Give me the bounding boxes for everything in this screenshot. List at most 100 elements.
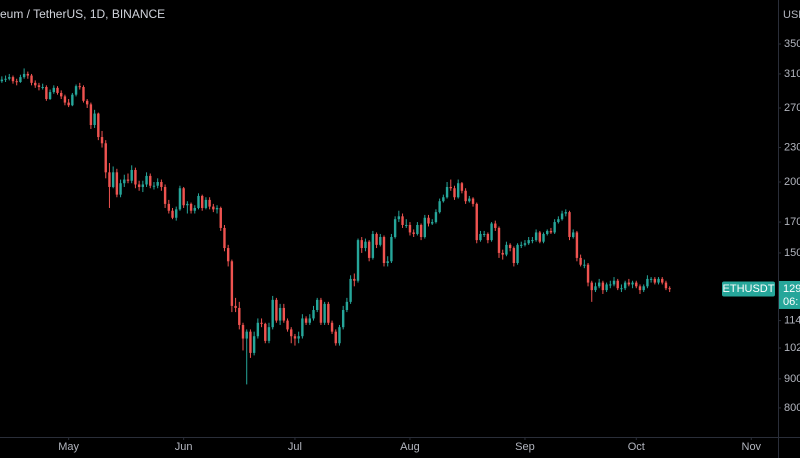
y-tick-label: 800 <box>784 402 800 414</box>
candle-body <box>341 310 345 328</box>
candle-body <box>456 183 460 198</box>
last-price-label: 129 <box>783 283 800 295</box>
candle-body <box>494 223 497 228</box>
candle-body <box>501 252 504 255</box>
candle-body <box>282 307 286 321</box>
x-tick-label: Oct <box>628 441 645 453</box>
candle-body <box>642 286 645 291</box>
candle-body <box>41 87 44 89</box>
candle-body <box>390 237 393 262</box>
candle-body <box>230 261 234 306</box>
candle-body <box>445 186 449 198</box>
candle-body <box>30 75 33 83</box>
candle-body <box>534 232 538 241</box>
candle-body <box>431 222 434 224</box>
candle-body <box>364 241 367 249</box>
candle-body <box>145 175 148 185</box>
candle-body <box>115 172 119 195</box>
candle-body <box>60 92 63 97</box>
candle-body <box>583 264 586 266</box>
candle-body <box>34 82 37 86</box>
candle-body <box>137 184 141 187</box>
candle-body <box>37 85 41 88</box>
candle-body <box>520 244 523 246</box>
candle-body <box>304 318 308 323</box>
candle-body <box>327 303 330 323</box>
candle-body <box>505 244 508 255</box>
candle-body <box>408 224 412 233</box>
candle-body <box>453 188 456 198</box>
candle-body <box>371 233 375 258</box>
candle-body <box>316 299 319 311</box>
x-tick-label: Aug <box>400 441 420 453</box>
candle-body <box>149 175 152 186</box>
candle-body <box>353 278 356 281</box>
candle-body <box>516 244 519 263</box>
y-tick-label: 1020 <box>784 342 800 354</box>
candle-body <box>160 181 163 187</box>
candle-body <box>412 232 415 234</box>
candle-body <box>67 102 70 106</box>
candle-body <box>609 284 612 286</box>
candle-body <box>163 186 167 204</box>
candle-body <box>464 190 467 202</box>
candle-body <box>93 113 96 126</box>
candle-body <box>189 203 193 211</box>
candle-body <box>664 282 668 289</box>
candle-body <box>97 113 100 138</box>
candle-body <box>438 201 441 213</box>
candle-body <box>319 299 323 323</box>
candle-body <box>564 212 567 214</box>
candle-body <box>568 212 571 238</box>
candle-body <box>15 81 18 83</box>
candle-body <box>293 336 297 339</box>
currency-label: USD <box>783 9 800 21</box>
candle-body <box>594 286 597 291</box>
candle-body <box>508 244 512 249</box>
candle-body <box>571 232 575 238</box>
candle-body <box>586 264 590 283</box>
candle-body <box>290 329 293 337</box>
candle-body <box>56 87 59 93</box>
candle-body <box>22 73 26 78</box>
candle-body <box>416 224 419 234</box>
candle-body <box>130 169 133 181</box>
candle-body <box>264 323 267 341</box>
last-price-badge <box>779 280 800 309</box>
candle-body <box>193 207 196 211</box>
plot-area <box>0 68 671 385</box>
candle-body <box>200 195 204 208</box>
y-tick-label: 2000 <box>784 176 800 188</box>
candle-body <box>260 322 263 324</box>
y-tick-label: 2300 <box>784 141 800 153</box>
candle-body <box>215 207 219 210</box>
candle-body <box>245 331 248 339</box>
candle-body <box>338 327 341 344</box>
candle-body <box>186 203 189 206</box>
candle-body <box>78 86 81 88</box>
candle-body <box>182 188 185 206</box>
candle-body <box>605 284 608 291</box>
y-tick-label: 3100 <box>784 68 800 80</box>
candle-body <box>74 86 78 95</box>
candle-body <box>601 282 605 291</box>
x-tick-label: May <box>58 441 79 453</box>
y-tick-label: 1140 <box>784 315 800 327</box>
candle-body <box>4 78 7 80</box>
candle-body <box>468 198 471 202</box>
candle-body <box>312 310 315 319</box>
candle-body <box>100 137 104 144</box>
candle-body <box>123 179 126 184</box>
candle-body <box>386 261 389 263</box>
candle-body <box>482 233 486 235</box>
candle-body <box>256 322 260 337</box>
candle-body <box>405 224 408 226</box>
candle-body <box>597 282 601 287</box>
candle-body <box>334 331 337 344</box>
candle-body <box>512 248 516 263</box>
candle-body <box>63 96 67 103</box>
candle-body <box>579 257 582 265</box>
candle-body <box>375 233 378 245</box>
candle-body <box>241 324 245 339</box>
candle-body <box>330 322 334 332</box>
